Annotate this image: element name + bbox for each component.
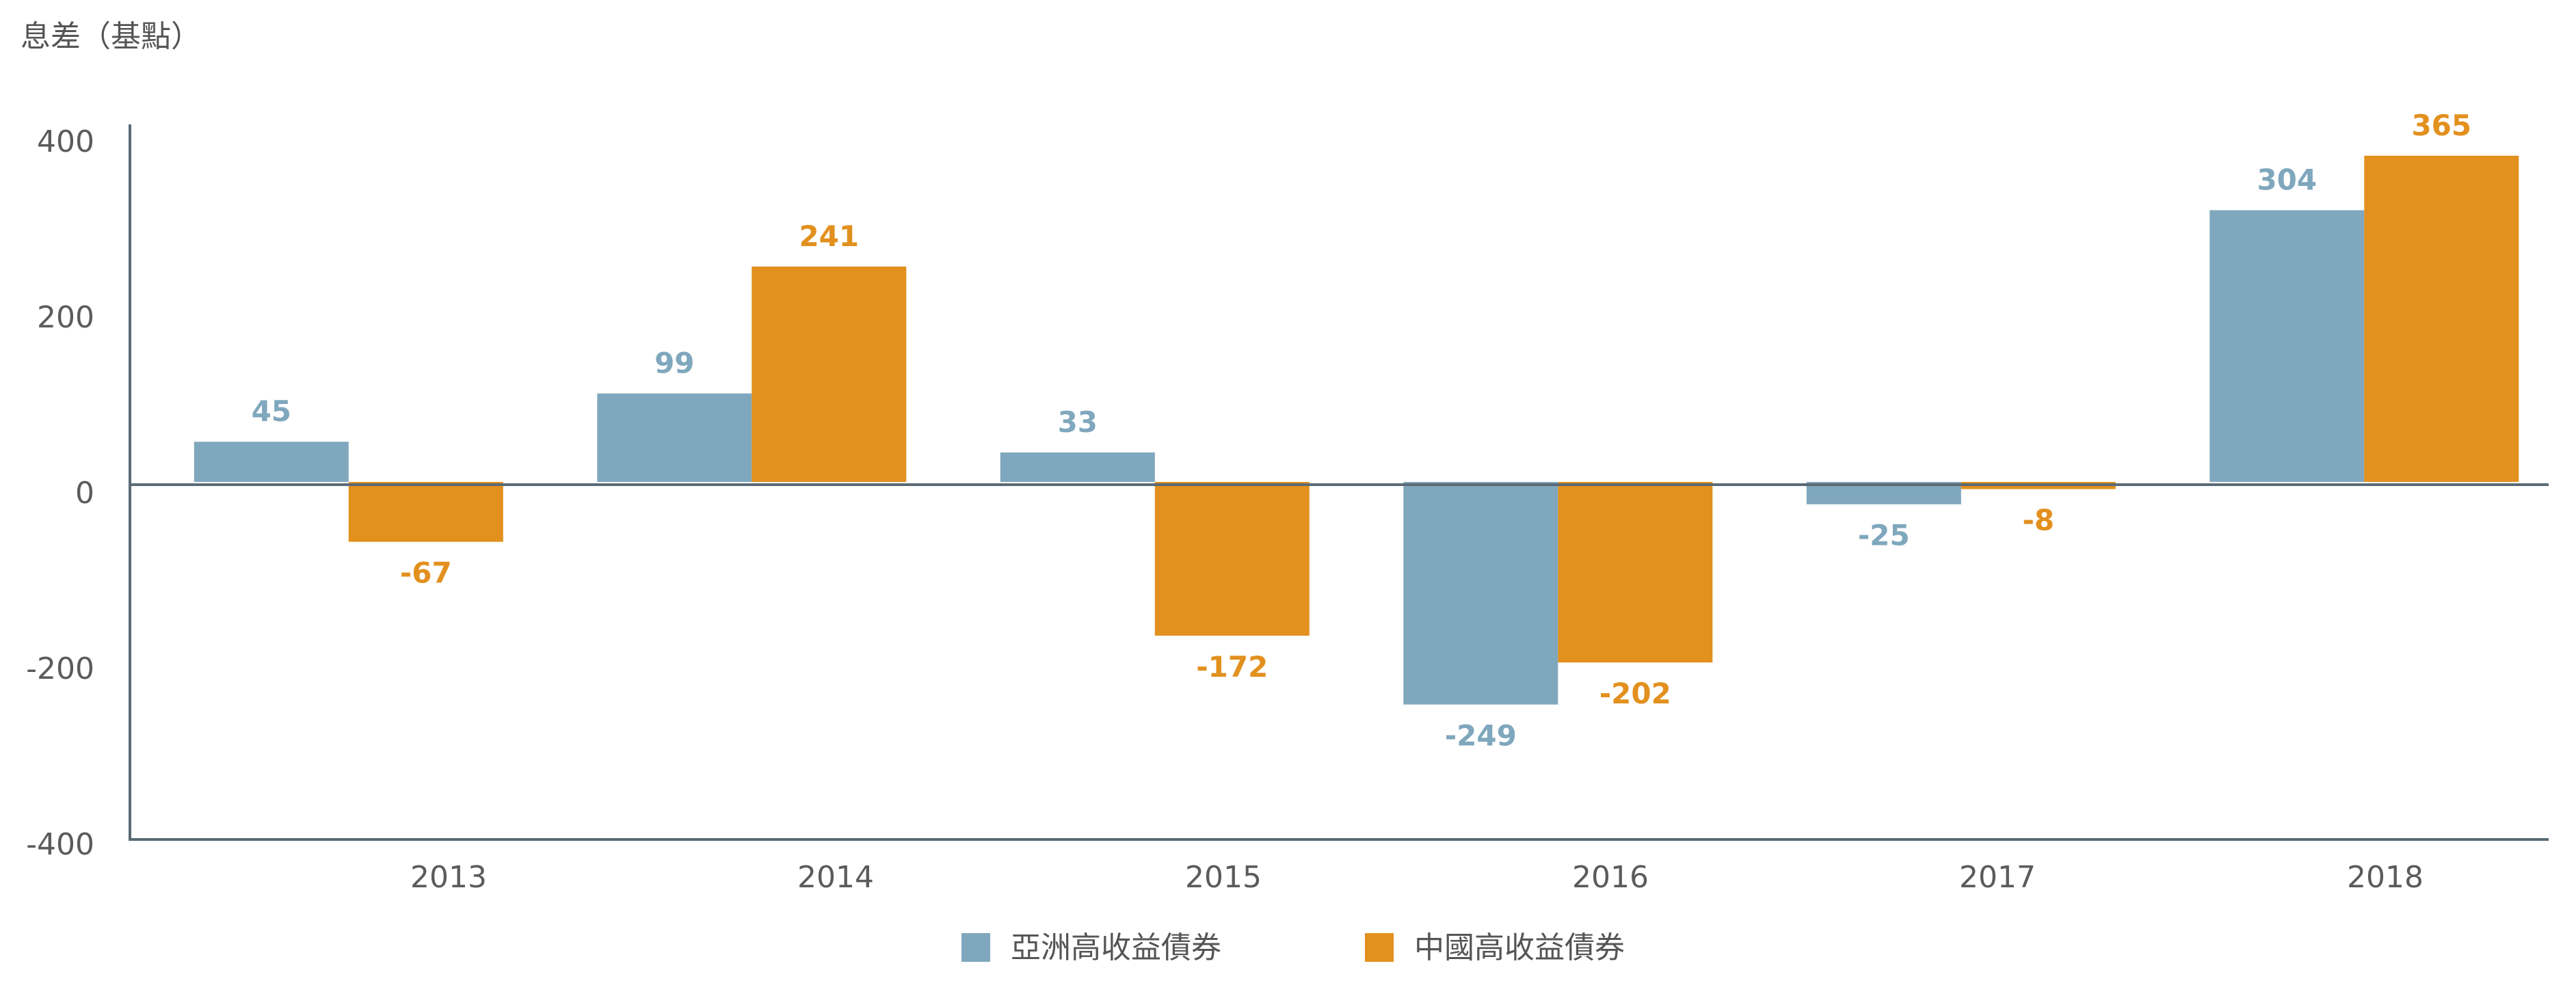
data-label-china-hy-2017: -8 <box>2022 504 2054 537</box>
bar-china-hy-2014 <box>752 266 907 482</box>
bar-china-hy-2018 <box>2364 155 2519 483</box>
x-tick-label: 2016 <box>1572 860 1649 895</box>
x-tick-label: 2013 <box>410 860 487 895</box>
data-label-asia-hy-2014: 99 <box>654 347 694 380</box>
data-labels-group: 45 99 33 -249 -25 304 -67 241 -172 -202 -8 365 <box>252 109 2472 753</box>
legend: 亞洲高收益債券 中國高收益債券 <box>961 930 1625 965</box>
data-label-asia-hy-2016: -249 <box>1445 719 1517 753</box>
x-tick-label: 2014 <box>797 860 874 895</box>
data-label-asia-hy-2013: 45 <box>252 394 291 428</box>
data-label-china-hy-2016: -202 <box>1599 677 1671 710</box>
data-label-china-hy-2014: 241 <box>799 219 859 253</box>
bar-china-hy-2016 <box>1558 482 1713 663</box>
data-label-china-hy-2015: -172 <box>1196 650 1268 684</box>
bar-asia-hy-2013 <box>194 442 349 482</box>
bar-china-hy-2013 <box>348 482 503 542</box>
data-label-asia-hy-2018: 304 <box>2257 163 2317 197</box>
x-tick-label: 2015 <box>1185 860 1262 895</box>
data-label-asia-hy-2015: 33 <box>1058 405 1098 439</box>
legend-label-asia-hy: 亞洲高收益債券 <box>1011 930 1221 965</box>
y-tick-label: -400 <box>26 827 94 862</box>
data-label-asia-hy-2017: -25 <box>1858 519 1910 552</box>
x-axis-ticks: 2013 2014 2015 2016 2017 2018 <box>410 860 2424 895</box>
x-tick-label: 2018 <box>2347 860 2424 895</box>
y-tick-label: 400 <box>37 124 94 159</box>
y-axis-title: 息差（基點） <box>21 19 201 54</box>
data-label-china-hy-2018: 365 <box>2411 109 2471 142</box>
x-tick-label: 2017 <box>1959 860 2036 895</box>
bars-group <box>194 155 2519 705</box>
legend-swatch-china-hy <box>1365 933 1394 962</box>
data-label-china-hy-2013: -67 <box>400 556 452 590</box>
legend-swatch-asia-hy <box>961 933 990 962</box>
y-tick-label: 200 <box>37 300 94 335</box>
y-tick-label: -200 <box>26 651 94 686</box>
bar-asia-hy-2018 <box>2209 210 2365 482</box>
bar-asia-hy-2016 <box>1403 482 1558 705</box>
bar-asia-hy-2014 <box>597 393 752 482</box>
bar-china-hy-2015 <box>1154 482 1310 636</box>
y-tick-label: 0 <box>75 476 94 511</box>
legend-label-china-hy: 中國高收益債券 <box>1414 930 1625 965</box>
y-axis-ticks: 400 200 0 -200 -400 <box>26 124 94 862</box>
bar-asia-hy-2015 <box>1000 452 1155 482</box>
